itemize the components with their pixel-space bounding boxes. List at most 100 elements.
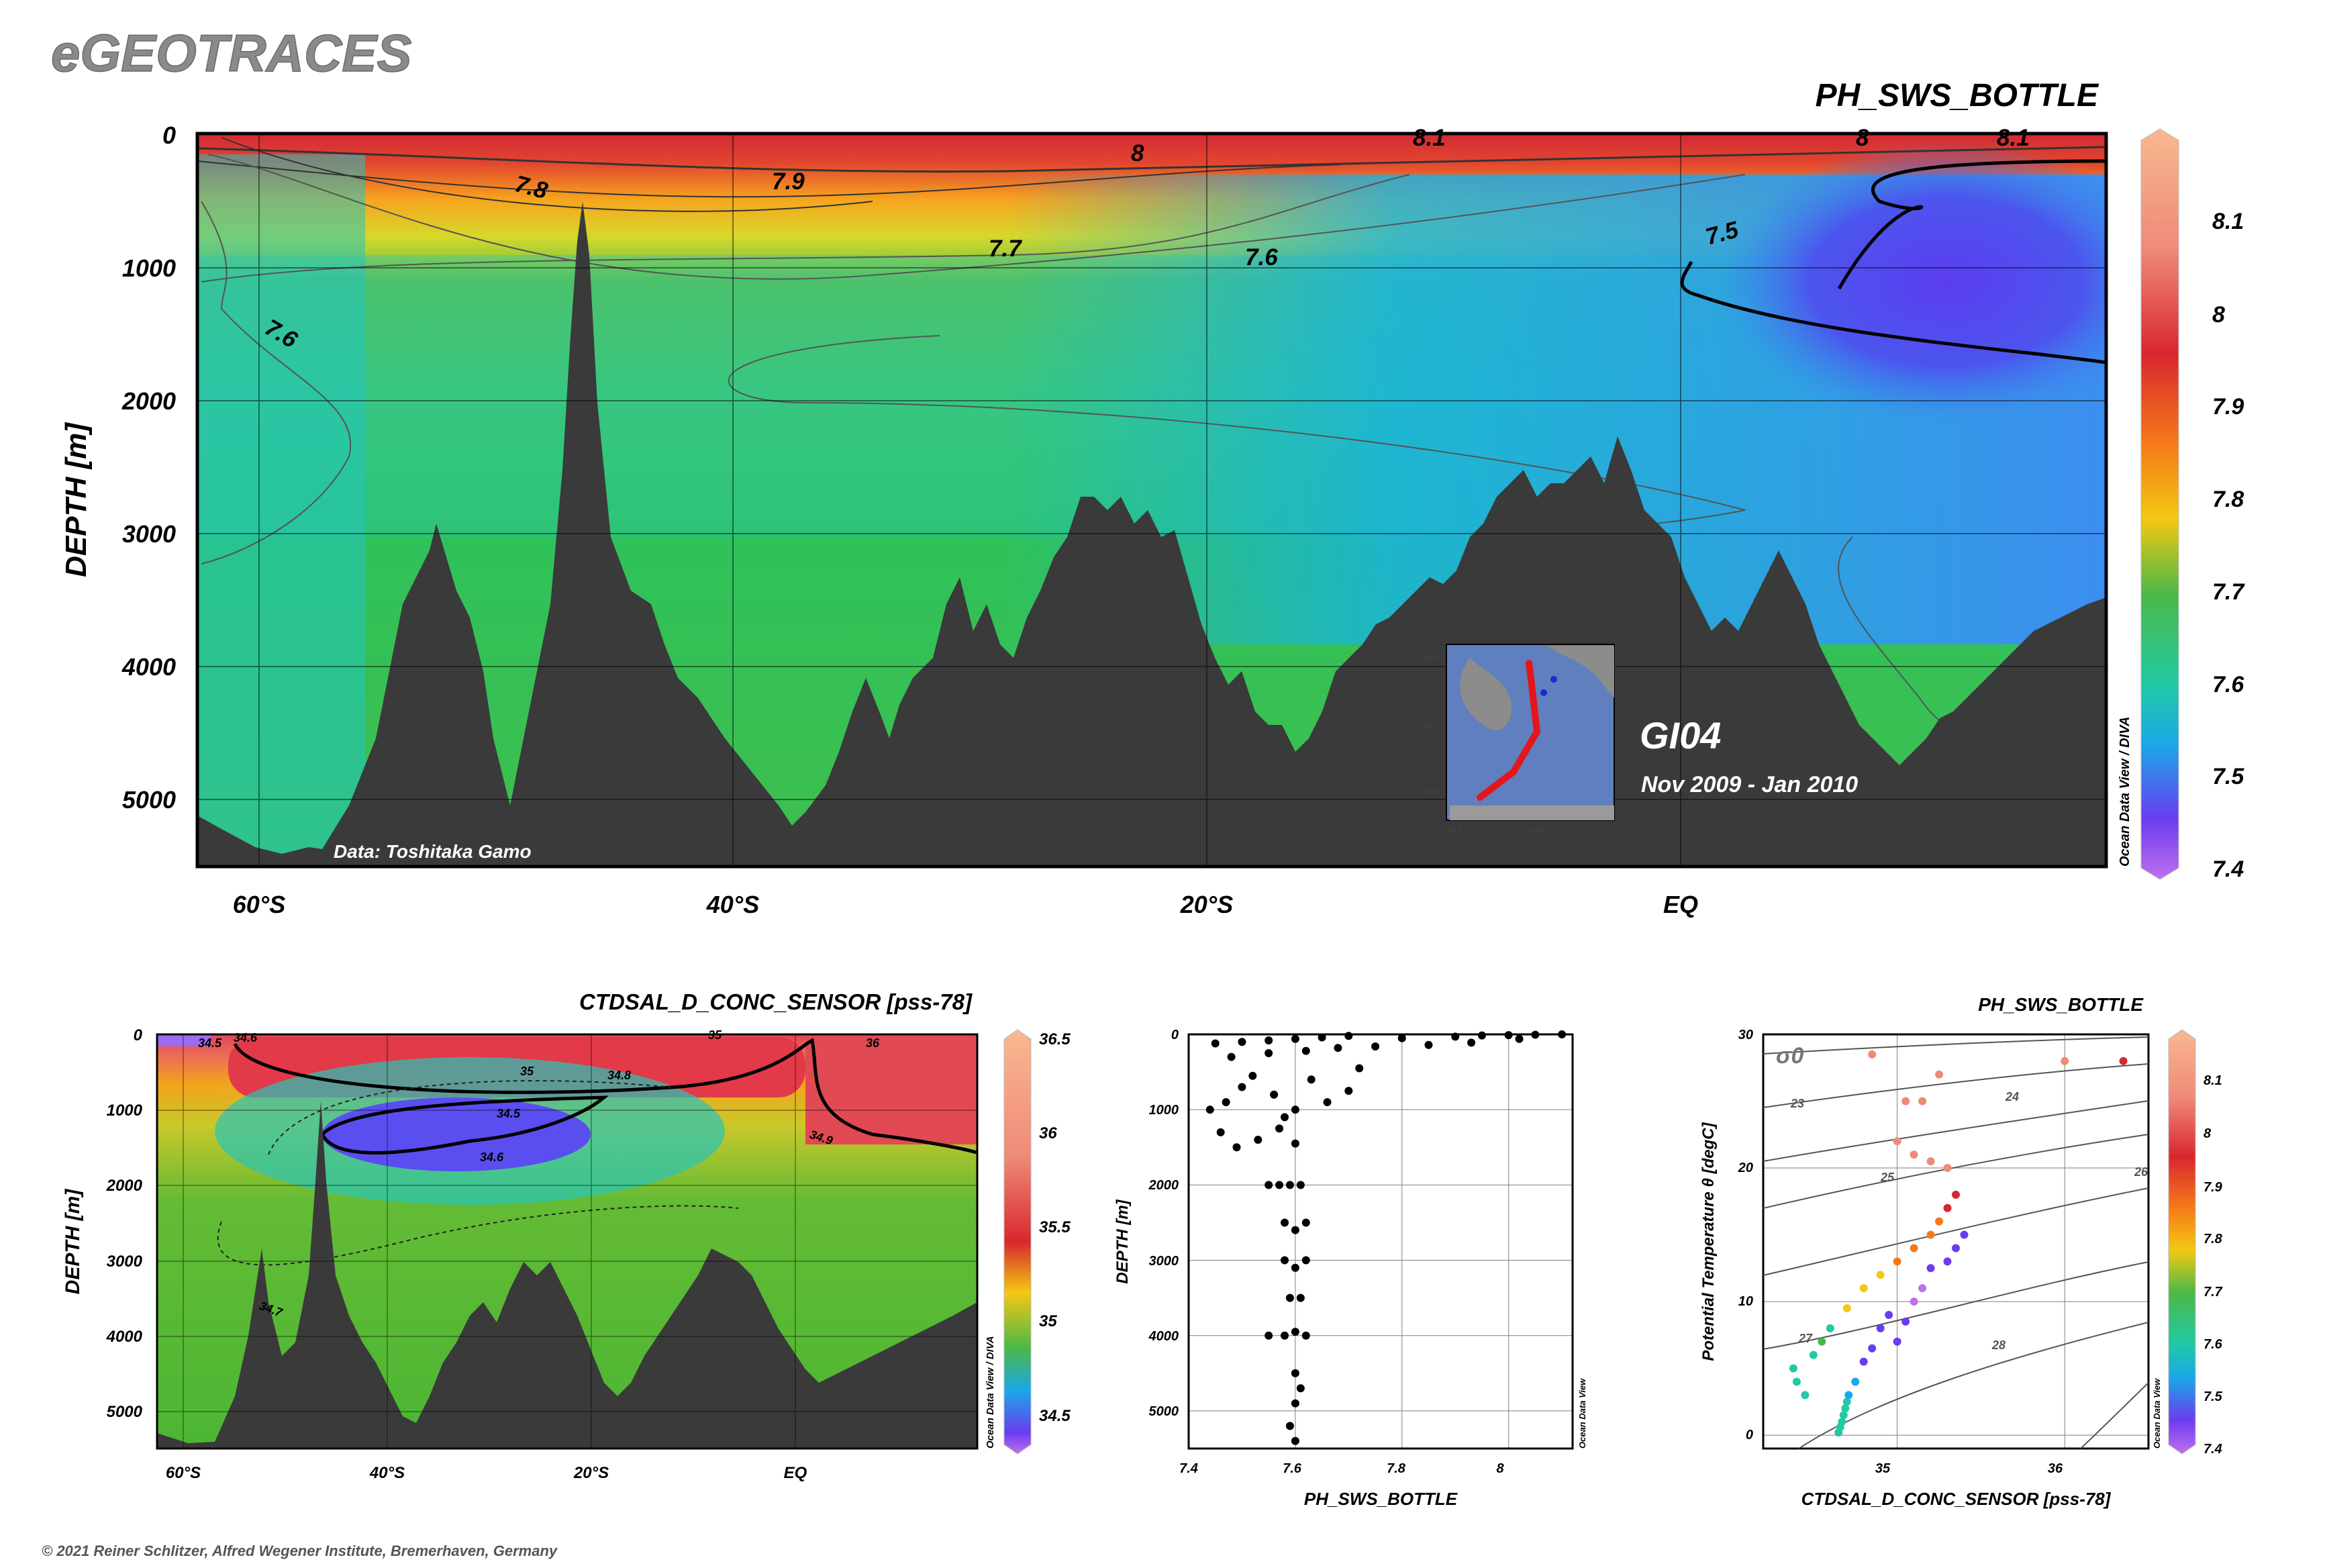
station-marker [1550, 676, 1557, 683]
main-colorbar-tick: 7.7 [2212, 579, 2245, 605]
ts-point [1926, 1230, 1935, 1239]
profile-point [1281, 1331, 1289, 1340]
ts-y-tick: 0 [1746, 1428, 1753, 1442]
ts-colorbar [2168, 1029, 2196, 1455]
main-y-tick: 5000 [122, 786, 176, 814]
ts-point [2061, 1057, 2069, 1065]
profile-plot-frame [1187, 1033, 1574, 1450]
ts-diagram-scatter: PH_SWS_BOTTLE 23 24 25 26 27 28 σ0 CTDSA… [1699, 994, 2223, 1509]
profile-point [1291, 1399, 1299, 1408]
profile-y-tick: 1000 [1149, 1103, 1179, 1118]
salinity-title: CTDSAL_D_CONC_SENSOR [pss-78] [579, 989, 973, 1014]
profile-point [1270, 1090, 1279, 1099]
profile-point [1222, 1097, 1230, 1106]
salinity-contour-label: 34.8 [607, 1069, 631, 1082]
contour-line [207, 154, 1746, 280]
main-colorbar-tick: 8 [2212, 302, 2225, 328]
ts-point [1844, 1391, 1853, 1400]
profile-point [1371, 1042, 1380, 1050]
salinity-y-tick: 1000 [107, 1101, 143, 1120]
ts-colorbar-tick: 7.5 [2204, 1389, 2223, 1404]
salinity-x-tick: 40°S [369, 1464, 405, 1482]
inset-lon-tick: 60°E [1530, 826, 1546, 834]
salinity-contour-label: 35 [708, 1028, 722, 1042]
profile-point [1275, 1124, 1284, 1133]
salinity-contour-label: 36 [866, 1036, 880, 1050]
profile-point [1307, 1075, 1316, 1084]
isopycnal-line [1763, 1100, 2148, 1162]
ts-point [1960, 1230, 1969, 1239]
ts-y-tick: 10 [1738, 1294, 1753, 1309]
ts-colorbar-tick: 7.7 [2204, 1285, 2223, 1300]
profile-point [1467, 1038, 1476, 1047]
ts-point [1839, 1411, 1848, 1420]
ts-colorbar-tick: 7.4 [2204, 1442, 2222, 1457]
ts-point [1893, 1337, 1901, 1346]
profile-point [1238, 1038, 1246, 1046]
ts-colorbar-tick: 8 [2204, 1126, 2212, 1141]
profile-point [1301, 1046, 1310, 1055]
ts-point [1876, 1324, 1885, 1332]
profile-point [1344, 1087, 1353, 1095]
ts-point [1868, 1050, 1877, 1059]
main-colorbar-tick: 7.5 [2212, 764, 2244, 789]
ts-plot-frame [1762, 1033, 2150, 1450]
profile-point [1285, 1181, 1294, 1189]
salinity-red-right [805, 1037, 977, 1144]
ts-y-tick: 30 [1738, 1028, 1753, 1042]
ts-point [1868, 1344, 1877, 1353]
isopycnal-label: 25 [1880, 1171, 1895, 1184]
profile-point [1296, 1293, 1305, 1302]
ts-point [1926, 1157, 1935, 1166]
egeotraces-logo: eGEOTRACES [51, 23, 411, 83]
ts-point [1801, 1391, 1810, 1400]
profile-point [1515, 1034, 1524, 1043]
profile-point [1291, 1263, 1299, 1272]
isopycnal-line [2080, 1382, 2148, 1449]
salinity-watermark: Ocean Data View / DIVA [985, 1336, 996, 1449]
ts-watermark: Ocean Data View [2152, 1378, 2162, 1449]
main-plot-frame [195, 132, 2108, 869]
main-colorbar-tick: 7.8 [2212, 487, 2244, 512]
ts-point [1876, 1271, 1885, 1279]
salinity-section-plot: CTDSAL_D_CONC_SENSOR [pss-78] 34.5 34.6 … [62, 989, 1071, 1482]
main-contour-label: 8.1 [1413, 125, 1446, 151]
ts-point [1885, 1310, 1893, 1319]
ts-point [1943, 1164, 1952, 1173]
salinity-contour-line [268, 1080, 672, 1155]
salinity-colorbar-tick: 35 [1039, 1312, 1057, 1330]
profile-point [1504, 1031, 1513, 1040]
main-colorbar-tick: 7.9 [2212, 394, 2244, 420]
ts-x-tick: 35 [1875, 1461, 1891, 1476]
contour-line [201, 174, 1410, 283]
ts-point [1809, 1351, 1818, 1359]
ts-point [1901, 1097, 1910, 1106]
ph-profile-scatter: PH_SWS_BOTTLE DEPTH [m] 0 1000 2000 3000… [1113, 1028, 1587, 1509]
isopycnal-line [1763, 1036, 2148, 1055]
profile-y-tick: 5000 [1149, 1404, 1179, 1419]
ts-point [1893, 1257, 1901, 1266]
profile-point [1451, 1032, 1460, 1041]
main-contour-label: 8 [1131, 140, 1144, 166]
isopycnal-label: 24 [2005, 1090, 2019, 1104]
main-x-tick: 60°S [233, 891, 285, 918]
ts-point [1943, 1257, 1952, 1266]
ts-colorbar-tick: 7.8 [2204, 1232, 2223, 1246]
profile-point [1265, 1049, 1273, 1058]
main-contour-label: 8.1 [1997, 125, 2030, 151]
profile-point [1291, 1139, 1299, 1148]
main-contour-label: 7.7 [989, 236, 1022, 262]
ts-point [1842, 1398, 1851, 1406]
ts-point [1918, 1097, 1927, 1106]
main-colorbar-tick: 7.4 [2212, 856, 2244, 882]
profile-point [1265, 1181, 1273, 1189]
main-colorbar [2140, 128, 2179, 880]
profile-y-tick: 0 [1171, 1028, 1179, 1042]
profile-point [1248, 1071, 1257, 1080]
ts-point [1926, 1264, 1935, 1273]
profile-point [1477, 1031, 1486, 1040]
ts-point [1910, 1150, 1918, 1159]
profile-point [1205, 1106, 1214, 1114]
profile-x-tick: 7.6 [1283, 1461, 1302, 1476]
ts-x-tick: 36 [2048, 1461, 2063, 1476]
